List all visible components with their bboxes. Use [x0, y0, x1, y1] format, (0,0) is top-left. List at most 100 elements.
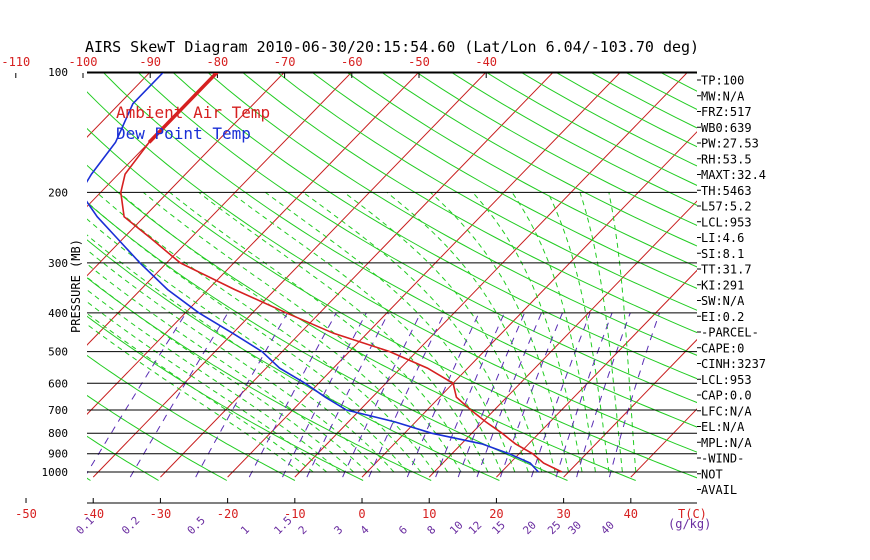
mixing-ratio-line — [457, 312, 526, 478]
index-item: LCL:953 — [701, 373, 752, 387]
dry-adiabat-line — [277, 73, 697, 311]
moist-adiabat-line — [579, 192, 623, 473]
isotherm-line — [87, 73, 352, 346]
index-item: -PARCEL- — [701, 326, 759, 340]
pressure-label: 600 — [48, 377, 68, 390]
index-item: TP:100 — [701, 74, 744, 88]
bottom-tick-label: 30 — [556, 507, 570, 521]
dry-adiabat-line — [138, 73, 697, 404]
dry-adiabat-line — [207, 73, 697, 356]
dry-adiabat-line — [87, 201, 568, 481]
top-tick-label: -60 — [341, 55, 363, 69]
bottom-tick-label: -10 — [284, 507, 306, 521]
bottom-tick-label: -30 — [150, 507, 172, 521]
index-item: NOT — [701, 467, 723, 481]
top-axis-ticks: -120-110-100-90-80-70-60-50-40 — [1, 55, 497, 78]
dry-adiabat-line — [87, 239, 500, 481]
index-item: FRZ:517 — [701, 105, 752, 119]
mixing-ratio-line — [500, 312, 563, 478]
dry-adiabat-line — [87, 315, 364, 481]
chart-title: AIRS SkewT Diagram 2010-06-30/20:15:54.6… — [85, 38, 699, 56]
y-axis-label: PRESSURE (MB) — [69, 239, 83, 333]
index-item: WB0:639 — [701, 121, 752, 135]
bottom-tick-label: -50 — [15, 507, 37, 521]
bottom-tick-label: 10 — [422, 507, 436, 521]
moist-adiabat-line — [265, 191, 516, 473]
dry-adiabat-line — [87, 127, 697, 479]
pressure-gridlines — [87, 71, 697, 504]
index-item: -WIND- — [701, 452, 744, 466]
top-tick-label: -90 — [139, 55, 161, 69]
dry-adiabat-line — [87, 435, 159, 481]
pressure-label: 900 — [48, 448, 68, 461]
moist-adiabat-line — [87, 263, 368, 473]
dry-adiabat-line — [312, 73, 697, 289]
profiles — [87, 73, 563, 473]
mixing-ratio-line — [282, 312, 367, 478]
top-tick-label: -40 — [475, 55, 497, 69]
pressure-label: 100 — [48, 66, 68, 79]
moist-adiabat-line — [547, 192, 610, 473]
dry-adiabat-line — [381, 73, 697, 247]
mixing-ratio-line — [87, 312, 187, 475]
top-tick-label: -110 — [1, 55, 30, 69]
index-item: MAXT:32.4 — [701, 168, 766, 182]
index-item: KI:291 — [701, 278, 744, 292]
legend: Ambient Air Temp Dew Point Temp — [116, 103, 270, 143]
index-item: LI:4.6 — [701, 231, 744, 245]
index-item: L57:5.2 — [701, 200, 752, 214]
index-item: LFC:N/A — [701, 404, 752, 418]
pressure-label: 300 — [48, 257, 68, 270]
mixing-ratio-line — [608, 312, 660, 478]
moist-adiabat-line — [198, 192, 489, 473]
index-item: RH:53.5 — [701, 152, 752, 166]
index-item: EL:N/A — [701, 420, 745, 434]
dry-adiabat-line — [172, 73, 697, 380]
ambient-air-temp-upper-segment — [147, 73, 219, 144]
moist-adiabat-line — [608, 192, 637, 473]
pressure-label: 800 — [48, 427, 68, 440]
legend-dew-point-temp: Dew Point Temp — [116, 124, 251, 143]
dry-adiabat-line — [87, 394, 228, 481]
pressure-label: 200 — [48, 186, 68, 199]
mixing-ratio-line — [368, 312, 445, 478]
top-tick-label: -80 — [207, 55, 229, 69]
isotherm-line — [87, 73, 285, 277]
moist-adiabat-line — [87, 289, 341, 473]
index-item: MW:N/A — [701, 89, 745, 103]
mixing-ratio-line — [129, 312, 229, 478]
dry-adiabat-line — [347, 73, 697, 268]
ambient-air-temp-line — [119, 73, 563, 473]
dew-point-temp-line — [87, 73, 539, 473]
mixing-ratio-line — [248, 312, 337, 478]
mixing-ratio-line — [576, 312, 631, 478]
moist-adiabat-line — [87, 301, 328, 473]
mixing-ratio-line — [435, 312, 505, 478]
moist-adiabat-line — [87, 218, 408, 473]
index-item: TT:31.7 — [701, 263, 752, 277]
index-item: SI:8.1 — [701, 247, 744, 261]
pressure-label: 500 — [48, 346, 68, 359]
top-tick-label: -100 — [69, 55, 98, 69]
index-item: CAPE:0 — [701, 341, 744, 355]
bottom-axis-unit: T(C) — [678, 507, 707, 521]
dry-adiabat-line — [87, 91, 697, 453]
dry-adiabat-line — [242, 73, 697, 334]
mixing-ratio-line — [555, 312, 613, 478]
mixing-ratio-line — [476, 312, 542, 478]
index-item: AVAIL — [701, 483, 737, 497]
mixing-ratio-line — [406, 312, 480, 478]
index-item: CINH:3237 — [701, 357, 766, 371]
mixing-ratio-line — [342, 312, 422, 478]
pressure-labels: 100 200 300 400 500 600 700 800 900 1000 — [42, 66, 69, 479]
index-item: MPL:N/A — [701, 436, 752, 450]
bottom-tick-label: 40 — [624, 507, 638, 521]
dry-adiabat-line — [87, 277, 432, 481]
index-item: SW:N/A — [701, 294, 745, 308]
top-tick-label: -70 — [274, 55, 296, 69]
bottom-axis-ticks: -50 -40 -30 -20 -10 0 10 20 30 40 T(C) — [15, 498, 707, 521]
top-tick-label: -50 — [408, 55, 430, 69]
